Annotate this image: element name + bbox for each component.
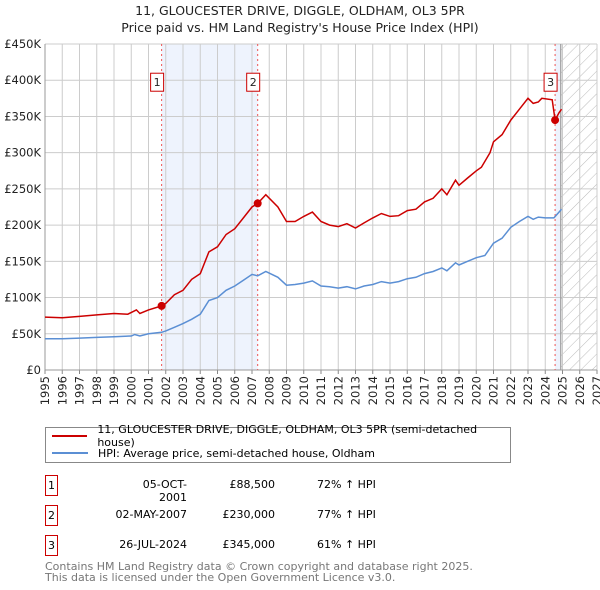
x-tick-label: 1996: [55, 376, 69, 405]
shaded-period-3: [555, 44, 561, 370]
footer-copyright: Contains HM Land Registry data © Crown c…: [45, 560, 473, 573]
sale-label: 2: [250, 76, 257, 89]
property-price-line: [44, 97, 563, 319]
x-tick-label: 2018: [435, 376, 449, 405]
legend-line-property: [52, 435, 88, 437]
x-tick-label: 1995: [38, 376, 52, 405]
sale-point: [253, 199, 262, 208]
x-tick-label: 2021: [487, 376, 501, 405]
x-tick-label: 2020: [469, 376, 483, 405]
x-tick-label: 2010: [297, 376, 311, 405]
sale-date: 05-OCT-2001: [142, 478, 187, 504]
y-tick-label: £300K: [4, 146, 41, 160]
x-tick-label: 2013: [349, 376, 363, 405]
x-tick-label: 2014: [366, 376, 380, 405]
x-tick-label: 2006: [228, 376, 242, 405]
sale-row: 2 02-MAY-2007 £230,000 77% ↑ HPI: [45, 505, 445, 526]
price-chart: 1995 1996 1997 1998 1999 2000 2001 2002 2003 2004…: [4, 37, 600, 405]
legend-label-property: 11, GLOUCESTER DRIVE, DIGGLE, OLDHAM, OL…: [97, 423, 478, 449]
y-tick-label: £0: [26, 363, 41, 377]
sale-label: 3: [547, 76, 554, 89]
x-tick-label: 2019: [452, 376, 466, 405]
x-tick-label: 2001: [142, 376, 156, 405]
x-tick-label: 2003: [176, 376, 190, 405]
x-tick-label: 2011: [314, 376, 328, 405]
y-tick-label: £150K: [4, 254, 41, 268]
sale-label-box: [246, 72, 261, 92]
legend-item-hpi: HPI: Average price, semi-detached house,…: [52, 445, 375, 461]
forecast-hatch: [560, 44, 597, 370]
x-tick-label: 2023: [521, 376, 535, 405]
footer: Contains HM Land Registry data © Crown c…: [45, 560, 473, 584]
footer-licence: This data is licensed under the Open Gov…: [45, 570, 396, 584]
chart-subtitle: Price paid vs. HM Land Registry's House …: [121, 20, 479, 35]
legend-line-hpi: [52, 452, 88, 454]
legend: 11, GLOUCESTER DRIVE, DIGGLE, OLDHAM, OL…: [45, 423, 511, 463]
sale-point: [551, 116, 560, 125]
x-tick-label: 2005: [211, 376, 225, 405]
x-tick-label: 2007: [245, 376, 259, 405]
sale-point: [157, 301, 166, 310]
x-tick-label: 1999: [107, 376, 121, 405]
sale-label-box: [543, 72, 558, 92]
sale-row: 3 26-JUL-2024 £345,000 61% ↑ HPI: [45, 535, 445, 556]
x-tick-label: 2008: [262, 376, 276, 405]
sale-price: £230,000: [222, 508, 276, 521]
y-tick-label: £350K: [4, 109, 41, 123]
x-tick-label: 2002: [159, 376, 173, 405]
chart-title: 11, GLOUCESTER DRIVE, DIGGLE, OLDHAM, OL…: [135, 3, 465, 18]
legend-item-property: 11, GLOUCESTER DRIVE, DIGGLE, OLDHAM, OL…: [52, 423, 510, 449]
x-tick-label: 2022: [504, 376, 518, 405]
x-tick-label: 2024: [538, 376, 552, 405]
x-tick-label: 2026: [573, 376, 587, 405]
y-tick-label: £200K: [4, 218, 41, 232]
y-tick-label: £50K: [12, 327, 42, 341]
y-tick-label: £100K: [4, 291, 41, 305]
sale-marker: 1: [45, 475, 58, 496]
x-tick-label: 2027: [590, 376, 600, 405]
sale-hpi-change: 77% ↑ HPI: [317, 508, 376, 521]
x-tick-label: 2012: [331, 376, 345, 405]
sale-price: £88,500: [229, 478, 276, 491]
sale-date: 26-JUL-2024: [119, 538, 187, 551]
hpi-line: [45, 208, 563, 340]
x-tick-label: 2017: [418, 376, 432, 405]
x-tick-label: 2004: [193, 376, 207, 405]
sale-hpi-change: 72% ↑ HPI: [317, 478, 376, 491]
x-tick-label: 1998: [90, 376, 104, 405]
sale-date: 02-MAY-2007: [115, 508, 187, 521]
y-tick-label: £450K: [4, 37, 41, 51]
x-tick-label: 2025: [556, 376, 570, 405]
legend-label-hpi: HPI: Average price, semi-detached house,…: [98, 446, 375, 460]
y-tick-label: £250K: [4, 182, 41, 196]
sale-label-box: [150, 72, 165, 92]
x-tick-label: 2016: [400, 376, 414, 405]
x-tick-label: 2000: [124, 376, 138, 405]
shaded-period-1-2: [161, 44, 258, 370]
x-tick-label: 1997: [73, 376, 87, 405]
x-tick-label: 2015: [383, 376, 397, 405]
y-tick-label: £400K: [4, 73, 41, 87]
sale-label: 1: [154, 76, 161, 89]
sale-row: 1 05-OCT-2001 £88,500 72% ↑ HPI: [45, 475, 445, 504]
sale-hpi-change: 61% ↑ HPI: [317, 538, 376, 551]
sale-marker: 2: [45, 505, 58, 526]
sale-marker: 3: [45, 535, 58, 556]
x-tick-label: 2009: [280, 376, 294, 405]
sale-price: £345,000: [222, 538, 276, 551]
